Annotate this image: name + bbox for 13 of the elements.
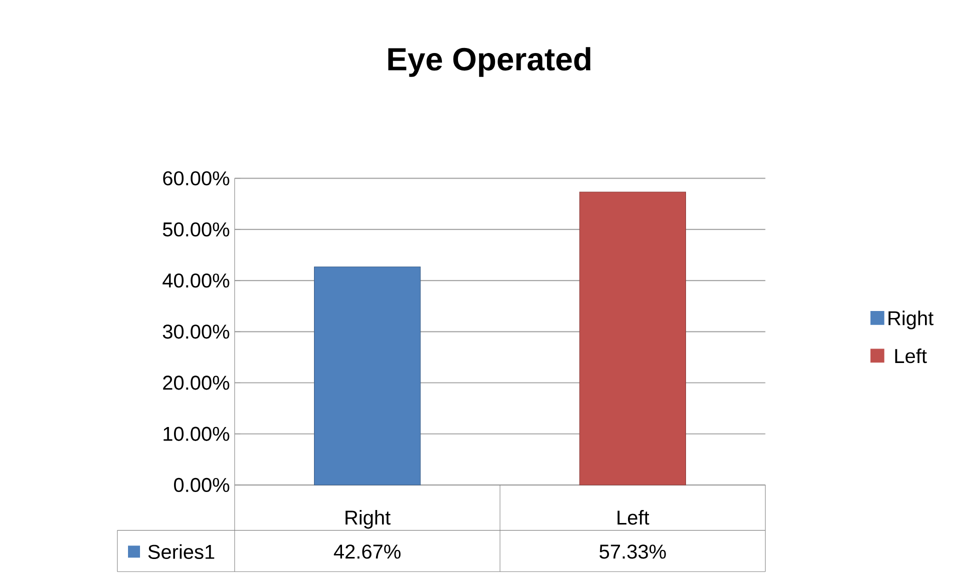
- y-tick-label: 50.00%: [162, 222, 230, 237]
- y-tick-label: 10.00%: [164, 426, 230, 441]
- chart-title: Eye Operated: [388, 47, 590, 77]
- category-label: Left: [895, 348, 927, 364]
- data-label: 42.67%: [334, 544, 401, 559]
- category-label: Right: [888, 310, 934, 330]
- data-label: 57.33%: [600, 544, 666, 559]
- y-tick-label: 60.00%: [163, 171, 230, 186]
- legend-label: Series1: [148, 544, 214, 559]
- y-tick-label: 40.00%: [162, 273, 230, 288]
- y-tick-label: 30.00%: [162, 324, 230, 339]
- y-tick-label: 20.00%: [163, 376, 230, 390]
- y-tick-label: 0.00%: [174, 478, 230, 492]
